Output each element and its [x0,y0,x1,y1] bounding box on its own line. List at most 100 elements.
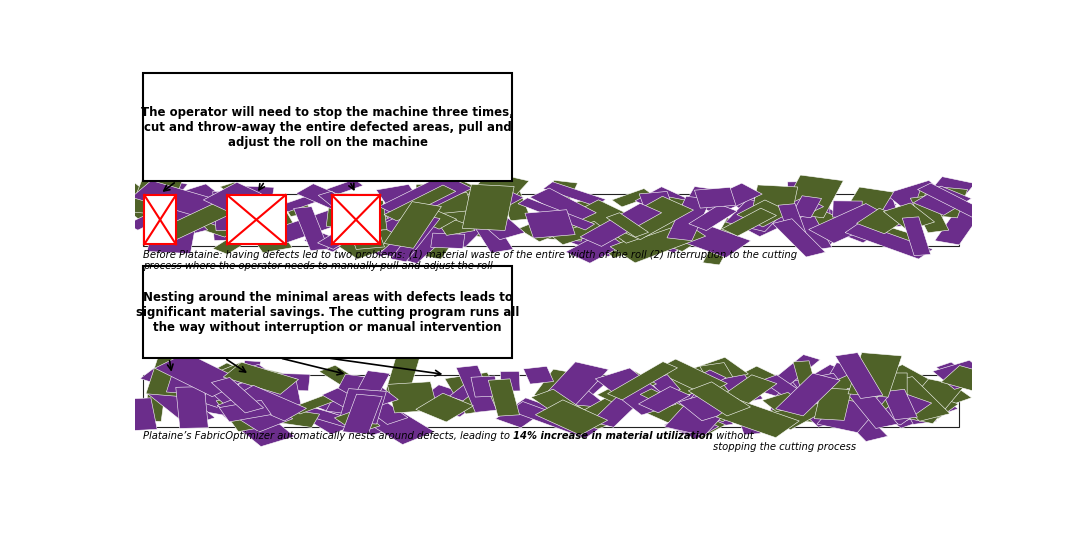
Polygon shape [251,368,289,388]
Polygon shape [671,414,706,434]
Polygon shape [535,369,581,400]
Polygon shape [217,206,265,231]
Polygon shape [397,201,457,229]
Polygon shape [549,403,598,423]
Polygon shape [234,405,275,426]
Polygon shape [259,379,303,417]
Polygon shape [319,191,366,223]
Polygon shape [606,213,648,237]
Polygon shape [132,180,232,221]
Polygon shape [379,211,430,237]
Polygon shape [568,197,617,222]
Polygon shape [208,364,271,391]
Polygon shape [768,389,808,420]
Polygon shape [639,197,686,239]
Polygon shape [696,183,762,215]
Polygon shape [795,212,832,250]
Polygon shape [476,212,525,240]
Polygon shape [840,410,888,442]
Polygon shape [861,221,921,245]
Polygon shape [416,385,483,417]
Polygon shape [732,401,760,435]
Polygon shape [455,172,529,219]
Polygon shape [257,205,301,241]
Polygon shape [580,203,662,246]
Polygon shape [510,402,598,438]
Polygon shape [886,387,972,422]
Polygon shape [163,199,225,225]
Polygon shape [376,184,436,230]
Text: Plataine’s FabricOptimizer automatically nests around defects, leading to: Plataine’s FabricOptimizer automatically… [144,431,513,441]
Polygon shape [303,231,348,252]
Polygon shape [688,382,751,416]
Polygon shape [391,215,440,262]
Polygon shape [591,388,648,427]
Polygon shape [648,375,680,394]
Polygon shape [554,388,623,428]
Polygon shape [692,392,738,417]
Bar [227,195,285,245]
Polygon shape [818,373,879,403]
Polygon shape [419,191,475,235]
Polygon shape [190,368,235,401]
Polygon shape [543,182,606,206]
Bar [144,73,512,181]
Polygon shape [882,389,917,420]
Polygon shape [257,222,294,240]
Polygon shape [151,208,187,222]
Polygon shape [384,185,456,221]
Text: without
stopping the cutting process: without stopping the cutting process [713,431,856,453]
Polygon shape [326,193,368,227]
Polygon shape [189,216,238,237]
Text: The operator will need to stop the machine three times,
cut and throw-away the e: The operator will need to stop the machi… [141,106,514,148]
Polygon shape [696,366,781,409]
Polygon shape [765,192,823,217]
Polygon shape [296,405,359,428]
Polygon shape [351,391,408,424]
Polygon shape [215,363,266,387]
Polygon shape [403,220,464,259]
Polygon shape [213,216,257,240]
Polygon shape [130,176,183,215]
Polygon shape [189,362,251,389]
Polygon shape [716,400,799,437]
Polygon shape [824,398,879,425]
Polygon shape [189,384,235,407]
Polygon shape [792,196,822,218]
Polygon shape [823,363,860,389]
Polygon shape [805,406,845,424]
Polygon shape [886,373,907,398]
Polygon shape [121,398,158,431]
Polygon shape [811,224,846,246]
Polygon shape [671,390,719,413]
Polygon shape [653,359,727,395]
Polygon shape [674,186,716,226]
Polygon shape [518,198,595,230]
Polygon shape [176,387,208,428]
Polygon shape [220,182,285,226]
Polygon shape [760,395,829,430]
Polygon shape [356,210,432,247]
Polygon shape [219,400,271,422]
Polygon shape [610,220,705,263]
Polygon shape [551,221,607,245]
Polygon shape [917,190,954,207]
Polygon shape [449,382,482,401]
Polygon shape [850,194,897,217]
Polygon shape [814,388,851,420]
Polygon shape [224,362,298,394]
Polygon shape [833,201,862,218]
Polygon shape [941,366,990,390]
Polygon shape [326,374,374,415]
Polygon shape [685,370,726,390]
Polygon shape [351,383,399,408]
Polygon shape [825,383,855,424]
Polygon shape [934,204,985,245]
Polygon shape [809,204,891,243]
Polygon shape [804,185,828,217]
Polygon shape [271,408,320,428]
Polygon shape [322,388,362,409]
Polygon shape [202,190,268,227]
Polygon shape [761,375,818,409]
Polygon shape [530,188,596,222]
